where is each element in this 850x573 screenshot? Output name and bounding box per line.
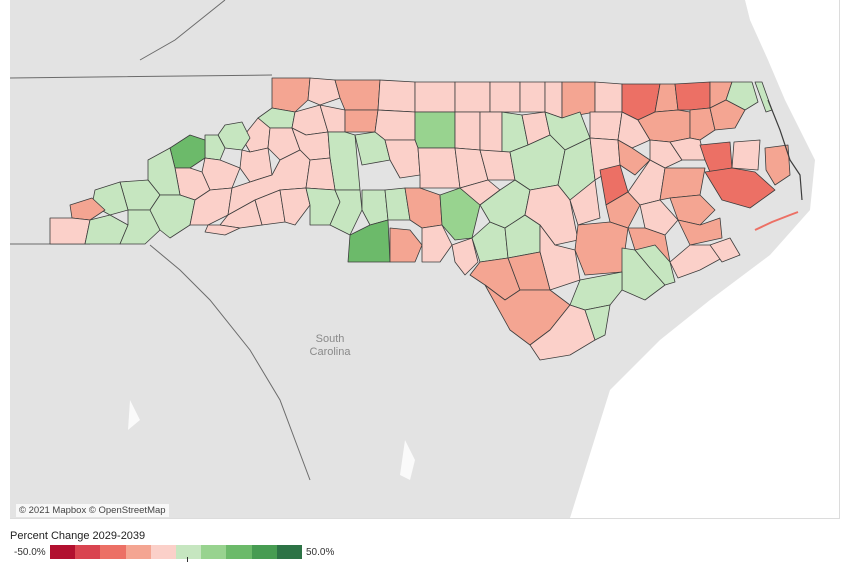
county[interactable]	[414, 81, 456, 113]
legend-min-label: -50.0%	[14, 547, 46, 558]
county[interactable]	[569, 179, 601, 226]
county[interactable]	[374, 109, 416, 141]
color-legend: Percent Change 2029-2039 -50.0% 50.0%	[10, 530, 370, 570]
map-svg[interactable]: South Carolina	[10, 0, 839, 518]
county[interactable]	[204, 224, 241, 236]
outer-banks-south	[754, 211, 799, 231]
county[interactable]	[574, 221, 629, 276]
legend-swatch-2	[100, 545, 126, 559]
county[interactable]	[271, 77, 311, 113]
legend-swatch-0	[50, 545, 76, 559]
state-label-line-1: South	[316, 333, 345, 345]
county[interactable]	[279, 187, 311, 226]
county[interactable]	[414, 111, 456, 149]
county[interactable]	[454, 81, 491, 113]
legend-swatch-8	[251, 545, 277, 559]
county[interactable]	[639, 199, 679, 236]
legend-title: Percent Change 2029-2039	[10, 530, 146, 542]
county[interactable]	[347, 219, 391, 263]
nc-counties	[49, 77, 791, 361]
map-canvas[interactable]: South Carolina	[10, 0, 840, 519]
county[interactable]	[417, 147, 461, 189]
outer-banks	[767, 99, 803, 201]
legend-swatch-9	[276, 545, 302, 559]
county[interactable]	[709, 99, 746, 131]
legend-color-ramp	[50, 545, 302, 559]
county[interactable]	[689, 107, 716, 141]
county[interactable]	[725, 81, 759, 111]
map-attribution[interactable]: © 2021 Mapbox © OpenStreetMap	[16, 504, 169, 517]
county[interactable]	[677, 217, 723, 246]
county[interactable]	[454, 111, 481, 151]
county[interactable]	[605, 191, 641, 229]
legend-swatch-1	[75, 545, 101, 559]
county[interactable]	[519, 81, 546, 113]
legend-swatch-4	[150, 545, 176, 559]
county[interactable]	[344, 109, 379, 133]
legend-max-label: 50.0%	[306, 547, 335, 558]
legend-swatch-3	[125, 545, 151, 559]
county[interactable]	[524, 184, 579, 246]
county[interactable]	[584, 304, 611, 341]
county[interactable]	[649, 139, 683, 169]
county[interactable]	[451, 237, 479, 276]
county[interactable]	[389, 227, 423, 263]
ocean	[570, 0, 839, 518]
county[interactable]	[674, 81, 711, 111]
lake	[128, 400, 140, 430]
county[interactable]	[219, 199, 263, 229]
state-border	[10, 0, 311, 481]
county[interactable]	[307, 77, 341, 106]
county[interactable]	[594, 81, 623, 113]
county[interactable]	[479, 111, 503, 153]
county[interactable]	[49, 217, 91, 245]
county[interactable]	[69, 197, 106, 221]
county[interactable]	[617, 139, 651, 176]
legend-swatch-7	[226, 545, 252, 559]
county[interactable]	[709, 237, 741, 263]
legend-swatch-5	[175, 545, 202, 559]
county[interactable]	[617, 111, 651, 149]
county[interactable]	[764, 144, 791, 186]
state-label-line-2: Carolina	[310, 346, 352, 358]
county[interactable]	[489, 81, 521, 113]
county[interactable]	[377, 79, 416, 113]
lake	[400, 440, 415, 480]
county[interactable]	[704, 167, 776, 209]
legend-swatch-6	[201, 545, 227, 559]
county[interactable]	[589, 111, 623, 141]
county[interactable]	[669, 194, 716, 226]
county[interactable]	[305, 157, 336, 191]
county[interactable]	[529, 304, 596, 361]
county[interactable]	[731, 139, 761, 171]
county[interactable]	[634, 244, 676, 286]
legend-zero-tick	[187, 557, 188, 562]
county[interactable]	[149, 194, 196, 239]
